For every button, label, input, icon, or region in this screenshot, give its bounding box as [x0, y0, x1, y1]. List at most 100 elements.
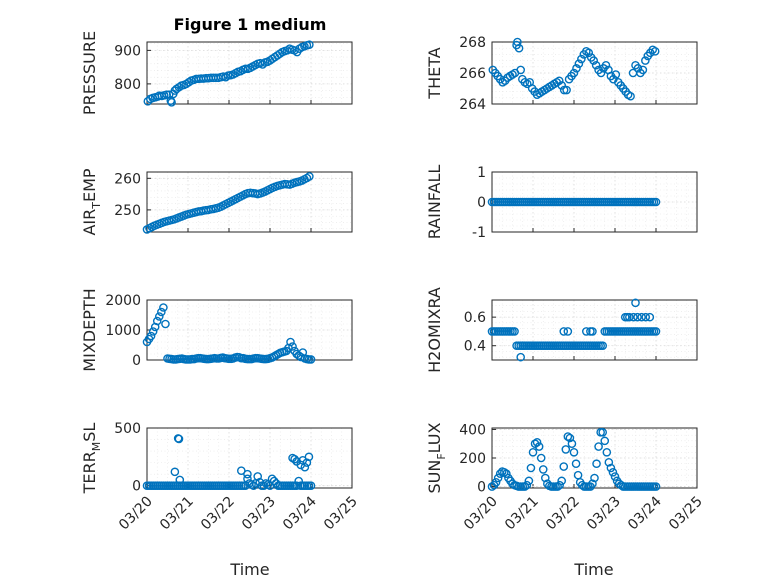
- data-point: [563, 327, 573, 336]
- data-point: [170, 467, 180, 477]
- data-points: [488, 37, 660, 101]
- data-point: [555, 480, 564, 490]
- data-point: [563, 432, 573, 441]
- y-tick-label: 0.4: [464, 339, 486, 355]
- data-point: [159, 303, 168, 312]
- data-point: [502, 469, 511, 479]
- y-tick-label: 0: [477, 195, 486, 211]
- data-point: [562, 85, 571, 95]
- data-point: [532, 437, 542, 447]
- data-point: [243, 474, 252, 484]
- data-point: [645, 312, 655, 322]
- data-point: [518, 341, 528, 351]
- data-point: [161, 319, 170, 329]
- y-tick-label: 900: [114, 43, 141, 59]
- data-point: [536, 453, 546, 463]
- data-point: [592, 459, 601, 469]
- y-tick-label: -1: [472, 225, 486, 241]
- y-axis-label: TERRMSL: [80, 423, 103, 495]
- y-tick-label: 268: [459, 35, 486, 51]
- data-point: [258, 60, 267, 69]
- data-point: [637, 312, 646, 322]
- data-point: [499, 467, 509, 477]
- data-point: [553, 482, 562, 491]
- data-point: [292, 481, 301, 490]
- data-point: [588, 479, 597, 489]
- y-tick-label: 0: [132, 353, 141, 369]
- data-point: [589, 56, 598, 65]
- data-point: [577, 54, 586, 64]
- y-axis-label: H2OMIXRA: [425, 287, 444, 373]
- data-point: [528, 447, 538, 457]
- data-points: [142, 172, 314, 234]
- y-tick-label: 266: [459, 66, 486, 82]
- data-points: [142, 303, 316, 364]
- y-axis-label: AIRTEMP: [80, 168, 103, 235]
- data-point: [557, 81, 567, 90]
- axes-frame: [491, 427, 698, 489]
- data-point: [608, 467, 618, 477]
- y-tick-label: 200: [459, 451, 486, 467]
- data-point: [516, 65, 526, 75]
- data-point: [594, 442, 603, 451]
- data-point: [571, 459, 581, 469]
- subplot-1: 800 900 PRESSURE: [80, 31, 353, 115]
- data-point: [305, 40, 314, 49]
- data-point: [510, 327, 519, 336]
- y-tick-label: 1000: [105, 323, 141, 339]
- data-point: [253, 472, 263, 481]
- data-point: [526, 463, 536, 473]
- data-point: [598, 341, 608, 351]
- data-point: [286, 337, 295, 347]
- data-point: [534, 442, 544, 451]
- data-point: [243, 469, 252, 479]
- data-point: [577, 480, 587, 490]
- data-point: [598, 427, 608, 437]
- y-axis-label: MIXDEPTH: [80, 288, 99, 371]
- data-point: [600, 436, 610, 446]
- data-point: [538, 465, 548, 474]
- data-point: [559, 327, 569, 336]
- data-point: [520, 482, 530, 491]
- axes-frame: [491, 299, 698, 361]
- data-point: [305, 172, 314, 181]
- data-point: [306, 481, 316, 490]
- data-point: [641, 56, 650, 65]
- data-point: [572, 64, 581, 73]
- y-tick-label: 1: [477, 165, 486, 181]
- data-point: [569, 68, 579, 78]
- data-point: [567, 439, 577, 449]
- data-point: [296, 460, 306, 470]
- data-point: [631, 298, 640, 308]
- data-point: [626, 91, 635, 101]
- y-axis-label: SUNFLUX: [425, 422, 448, 493]
- subplot-4: -1 0 1 RAINFALL: [425, 165, 698, 241]
- data-point: [290, 454, 299, 464]
- data-point: [601, 60, 611, 70]
- y-tick-label: 2000: [105, 293, 141, 309]
- data-point: [591, 60, 601, 70]
- data-point: [175, 475, 185, 485]
- axes-frame: [146, 41, 353, 105]
- subplot-2: 264 266 268 THETA: [425, 35, 698, 113]
- data-point: [588, 327, 597, 336]
- data-point: [633, 64, 643, 73]
- data-point: [590, 473, 599, 483]
- y-axis-label: THETA: [425, 47, 444, 99]
- axes-frame: [146, 171, 353, 233]
- data-point: [146, 331, 156, 341]
- data-point: [610, 472, 620, 481]
- data-points: [487, 298, 661, 362]
- data-point: [522, 480, 532, 490]
- data-point: [167, 98, 176, 107]
- y-axis-label: PRESSURE: [80, 31, 99, 115]
- subplot-5: 0 1000 2000 MIXDEPTH: [80, 288, 353, 372]
- data-point: [152, 316, 162, 326]
- figure-title: Figure 1 medium: [174, 15, 327, 34]
- data-point: [596, 68, 606, 78]
- data-points: [142, 434, 316, 490]
- data-point: [561, 445, 571, 454]
- data-point: [606, 463, 616, 473]
- data-point: [582, 327, 591, 336]
